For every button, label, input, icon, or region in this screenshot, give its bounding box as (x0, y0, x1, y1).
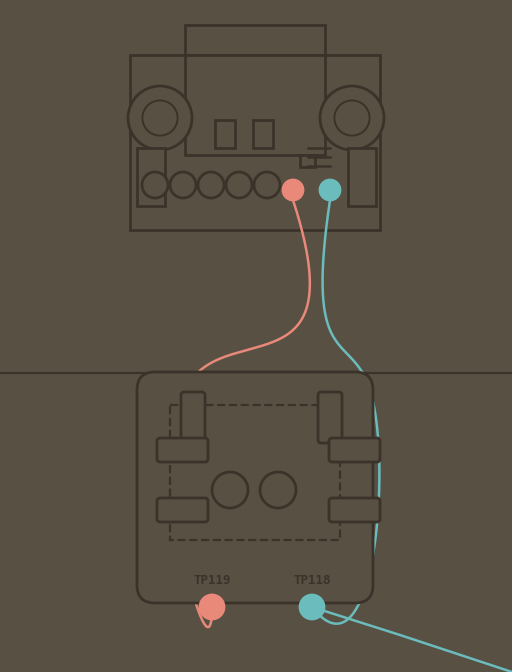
Circle shape (170, 172, 196, 198)
Circle shape (283, 180, 303, 200)
Bar (300, 155, 315, 167)
FancyBboxPatch shape (329, 438, 380, 462)
FancyBboxPatch shape (318, 392, 342, 443)
Bar (185, 25, 325, 80)
Bar (253, 120, 273, 148)
FancyBboxPatch shape (137, 372, 373, 603)
Text: TP118: TP118 (293, 574, 331, 587)
Circle shape (142, 172, 168, 198)
Circle shape (200, 595, 224, 619)
Circle shape (300, 595, 324, 619)
Bar (215, 120, 235, 148)
Circle shape (212, 472, 248, 508)
Circle shape (254, 172, 280, 198)
Circle shape (198, 172, 224, 198)
Circle shape (260, 472, 296, 508)
Bar (130, 55, 380, 230)
Bar (170, 405, 340, 540)
Bar (185, 55, 325, 155)
FancyBboxPatch shape (157, 498, 208, 522)
Circle shape (334, 100, 370, 136)
FancyBboxPatch shape (157, 438, 208, 462)
Circle shape (320, 86, 384, 150)
Bar (348, 148, 376, 206)
Text: TP119: TP119 (193, 574, 231, 587)
Circle shape (128, 86, 192, 150)
FancyBboxPatch shape (329, 498, 380, 522)
Circle shape (320, 180, 340, 200)
Bar (137, 148, 165, 206)
Circle shape (226, 172, 252, 198)
Circle shape (142, 100, 178, 136)
FancyBboxPatch shape (181, 392, 205, 443)
